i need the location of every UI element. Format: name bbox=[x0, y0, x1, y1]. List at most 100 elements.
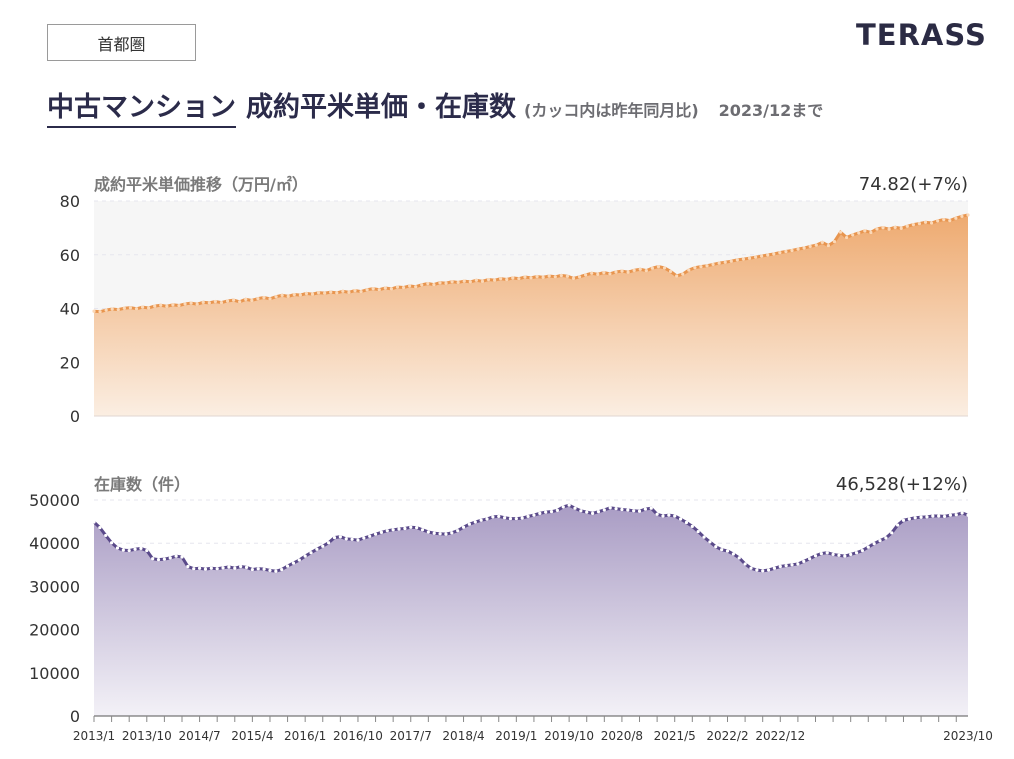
price-point bbox=[851, 233, 855, 237]
price-point bbox=[693, 266, 697, 270]
stock-point bbox=[890, 531, 894, 535]
price-point bbox=[420, 283, 424, 287]
stock-point bbox=[766, 568, 771, 572]
price-point bbox=[869, 230, 873, 235]
price-point bbox=[147, 306, 151, 310]
price-point bbox=[705, 264, 709, 268]
stock-point bbox=[725, 549, 730, 553]
stock-point bbox=[233, 566, 237, 570]
price-point bbox=[784, 249, 788, 254]
page-title-note: (カッコ内は昨年同月比) bbox=[524, 101, 699, 120]
price-point bbox=[529, 276, 533, 280]
stock-point bbox=[327, 541, 331, 545]
page-title-date: 2023/12まで bbox=[718, 101, 824, 120]
stock-point bbox=[356, 538, 360, 542]
price-point bbox=[274, 295, 278, 299]
price-point bbox=[845, 235, 849, 240]
stock-point bbox=[127, 548, 131, 553]
stock-point bbox=[497, 514, 501, 519]
stock-point bbox=[784, 564, 788, 568]
price-point bbox=[766, 253, 770, 257]
stock-point bbox=[655, 512, 659, 516]
price-point bbox=[122, 306, 126, 310]
price-point bbox=[936, 219, 940, 223]
stock-point bbox=[819, 551, 823, 556]
stock-point bbox=[274, 569, 278, 573]
stock-point bbox=[508, 516, 513, 521]
price-point bbox=[644, 269, 648, 273]
price-point bbox=[523, 275, 527, 279]
stock-point bbox=[309, 551, 313, 555]
price-point bbox=[395, 285, 400, 289]
stock-point bbox=[872, 542, 876, 546]
stock-point bbox=[808, 557, 812, 561]
stock-x-tick-label: 2015/4 bbox=[231, 729, 273, 743]
stock-x-tick-label: 2013/10 bbox=[122, 729, 172, 743]
price-point bbox=[389, 287, 393, 291]
stock-point bbox=[332, 535, 337, 540]
price-point bbox=[596, 272, 600, 276]
price-point bbox=[911, 223, 915, 227]
stock-x-tick-label: 2020/8 bbox=[601, 729, 643, 743]
price-point bbox=[857, 231, 861, 235]
region-tag: 首都圏 bbox=[47, 24, 196, 61]
stock-point bbox=[104, 533, 108, 538]
stock-point bbox=[561, 505, 565, 509]
stock-point bbox=[632, 509, 636, 513]
stock-point bbox=[338, 535, 342, 539]
price-point bbox=[590, 271, 594, 275]
stock-point bbox=[92, 520, 96, 524]
price-point bbox=[711, 262, 715, 267]
price-point bbox=[165, 304, 169, 308]
price-point bbox=[371, 287, 375, 291]
price-point bbox=[213, 299, 217, 304]
price-point bbox=[717, 261, 721, 265]
price-point bbox=[650, 266, 654, 270]
price-point bbox=[414, 285, 418, 289]
price-point bbox=[359, 289, 363, 294]
price-point bbox=[942, 217, 946, 222]
stock-point bbox=[708, 540, 712, 544]
stock-point bbox=[350, 537, 354, 541]
stock-point bbox=[203, 567, 208, 571]
price-point bbox=[474, 278, 478, 282]
price-point bbox=[92, 309, 96, 313]
price-point bbox=[377, 288, 381, 292]
stock-point bbox=[227, 565, 231, 569]
stock-point bbox=[221, 566, 225, 570]
stock-point bbox=[139, 546, 143, 550]
stock-point bbox=[626, 508, 630, 512]
stock-y-tick-label: 50000 bbox=[29, 491, 80, 510]
price-area bbox=[94, 214, 968, 416]
stock-point bbox=[544, 510, 548, 514]
stock-point bbox=[303, 554, 307, 558]
stock-point bbox=[714, 545, 718, 549]
stock-point bbox=[649, 506, 653, 510]
price-point bbox=[887, 227, 891, 231]
price-point bbox=[177, 303, 181, 308]
stock-chart: 0 10000 20000 30000 40000 50000 在庫数（件） 46,528(+… bbox=[29, 474, 993, 743]
stock-point bbox=[362, 536, 366, 540]
price-point bbox=[905, 224, 909, 228]
stock-point bbox=[937, 514, 941, 518]
price-point bbox=[232, 298, 236, 302]
region-tag-label: 首都圏 bbox=[97, 34, 146, 54]
price-point bbox=[577, 275, 582, 279]
price-point bbox=[347, 290, 351, 294]
price-point bbox=[316, 291, 321, 295]
stock-point bbox=[514, 516, 518, 521]
price-point bbox=[917, 221, 922, 226]
price-point bbox=[335, 291, 339, 295]
stock-point bbox=[174, 554, 178, 558]
stock-point bbox=[368, 534, 372, 538]
stock-point bbox=[456, 529, 460, 533]
price-point bbox=[729, 259, 733, 263]
stock-y-tick-label: 30000 bbox=[29, 577, 80, 596]
price-point bbox=[802, 246, 806, 250]
price-point bbox=[899, 226, 903, 231]
price-point bbox=[638, 267, 642, 271]
price-point bbox=[796, 247, 800, 251]
stock-point bbox=[696, 529, 700, 534]
stock-point bbox=[162, 557, 166, 561]
